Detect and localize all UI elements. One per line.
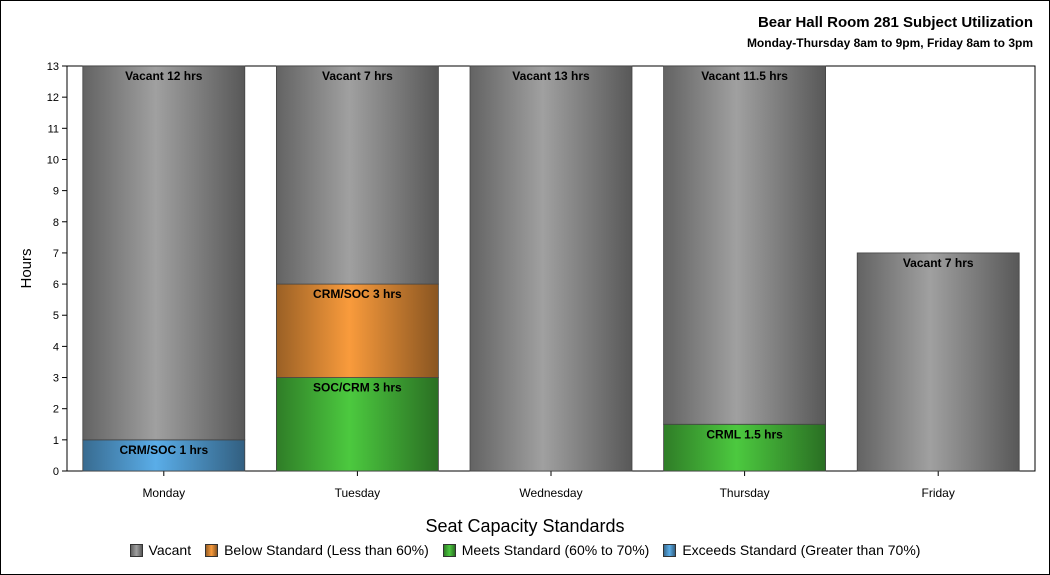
chart-subtitle: Monday-Thursday 8am to 9pm, Friday 8am t… [746,36,1033,50]
data-label: CRM/SOC 1 hrs [119,443,208,457]
y-tick-label: 4 [53,341,59,353]
bar-segment [856,252,1020,472]
y-tick-label: 1 [53,435,59,447]
bar-segment [663,65,826,425]
y-tick-label: 2 [53,404,59,416]
y-axis-label: Hours [18,248,35,288]
legend-swatch [129,543,143,557]
y-tick-label: 10 [47,154,59,166]
y-tick-label: 8 [53,217,59,229]
bar-segment [82,65,246,441]
legend-item: Exceeds Standard (Greater than 70%) [663,542,920,558]
legend: Vacant Below Standard (Less than 60%) Meet… [0,542,1050,558]
bar-segment [275,283,439,378]
y-tick-label: 13 [47,61,59,73]
y-tick-label: 12 [47,92,59,104]
legend-label: Exceeds Standard (Greater than 70%) [682,542,921,558]
x-tick-label: Friday [922,486,955,500]
x-tick-label: Thursday [720,486,770,500]
y-tick-label: 5 [53,310,59,322]
legend-swatch [442,543,456,557]
chart-title: Bear Hall Room 281 Subject Utilization [757,14,1033,31]
data-label: Vacant 7 hrs [322,69,393,83]
bar-segment [469,65,633,472]
legend-title: Seat Capacity Standards [425,516,625,536]
data-label: Vacant 11.5 hrs [701,69,788,83]
x-tick-label: Monday [142,486,185,500]
legend-label: Meets Standard (60% to 70%) [461,542,650,558]
y-tick-label: 9 [53,186,59,198]
data-label: Vacant 7 hrs [903,256,974,270]
data-label: Vacant 13 hrs [512,69,590,83]
y-tick-label: 6 [53,279,59,291]
x-tick-label: Wednesday [519,486,582,500]
bar-segment [275,65,439,285]
legend-label: Vacant [148,542,192,558]
data-label: Vacant 12 hrs [125,69,203,83]
bar-segment [663,423,826,472]
data-label: SOC/CRM 3 hrs [313,381,402,395]
legend-item: Below Standard (Less than 60%) [205,542,429,558]
data-label: CRM/SOC 3 hrs [313,287,402,301]
bar-segment [275,377,439,472]
x-tick-label: Tuesday [335,486,381,500]
legend-item: Vacant [129,542,192,558]
legend-label: Below Standard (Less than 60%) [224,542,429,558]
bar-segment [82,439,246,472]
legend-swatch [663,543,677,557]
y-tick-label: 3 [53,373,59,385]
y-tick-label: 0 [53,466,59,478]
y-tick-label: 7 [53,248,59,260]
data-label: CRML 1.5 hrs [706,427,783,441]
y-tick-label: 11 [48,123,59,135]
legend-item: Meets Standard (60% to 70%) [442,542,650,558]
legend-swatch [205,543,219,557]
